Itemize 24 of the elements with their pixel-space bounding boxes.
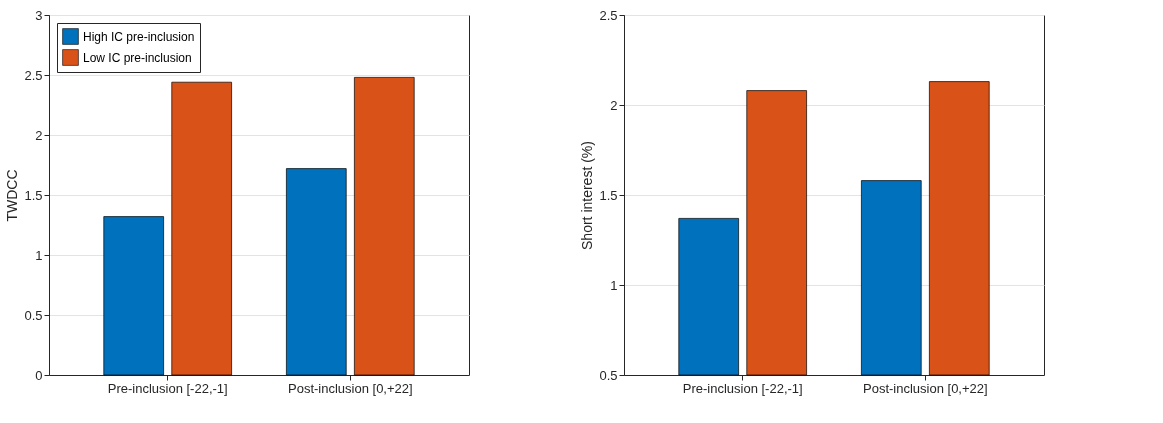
bar: [171, 81, 232, 376]
y-tick-label: 1.5: [599, 187, 618, 203]
legend-label: Low IC pre-inclusion: [83, 50, 192, 65]
x-tick-label: Pre-inclusion [-22,-1]: [682, 380, 803, 396]
y-tick-label: 0: [35, 367, 43, 383]
x-tick-label: Pre-inclusion [-22,-1]: [107, 380, 228, 396]
x-tick-label: Post-inclusion [0,+22]: [862, 380, 988, 396]
y-tick-label: 0.5: [24, 307, 43, 323]
y-axis-title: Short interest (%): [579, 141, 596, 250]
x-tick-label: Post-inclusion [0,+22]: [287, 380, 413, 396]
y-tick-label: 1: [610, 277, 618, 293]
bar: [354, 77, 415, 376]
y-tick-label: 2.5: [599, 7, 618, 23]
y-tick-label: 2: [610, 97, 618, 113]
y-tick-label: 1: [35, 247, 43, 263]
y-axis-title: TWDCC: [4, 169, 21, 222]
y-tick-label: 2: [35, 127, 43, 143]
legend-label: High IC pre-inclusion: [83, 29, 195, 44]
bar: [286, 168, 347, 376]
y-tick-label: 3: [35, 7, 43, 23]
y-tick-label: 2.5: [24, 67, 43, 83]
y-tick-label: 0.5: [599, 367, 618, 383]
y-tick-label: 1.5: [24, 187, 43, 203]
bar: [103, 216, 164, 376]
